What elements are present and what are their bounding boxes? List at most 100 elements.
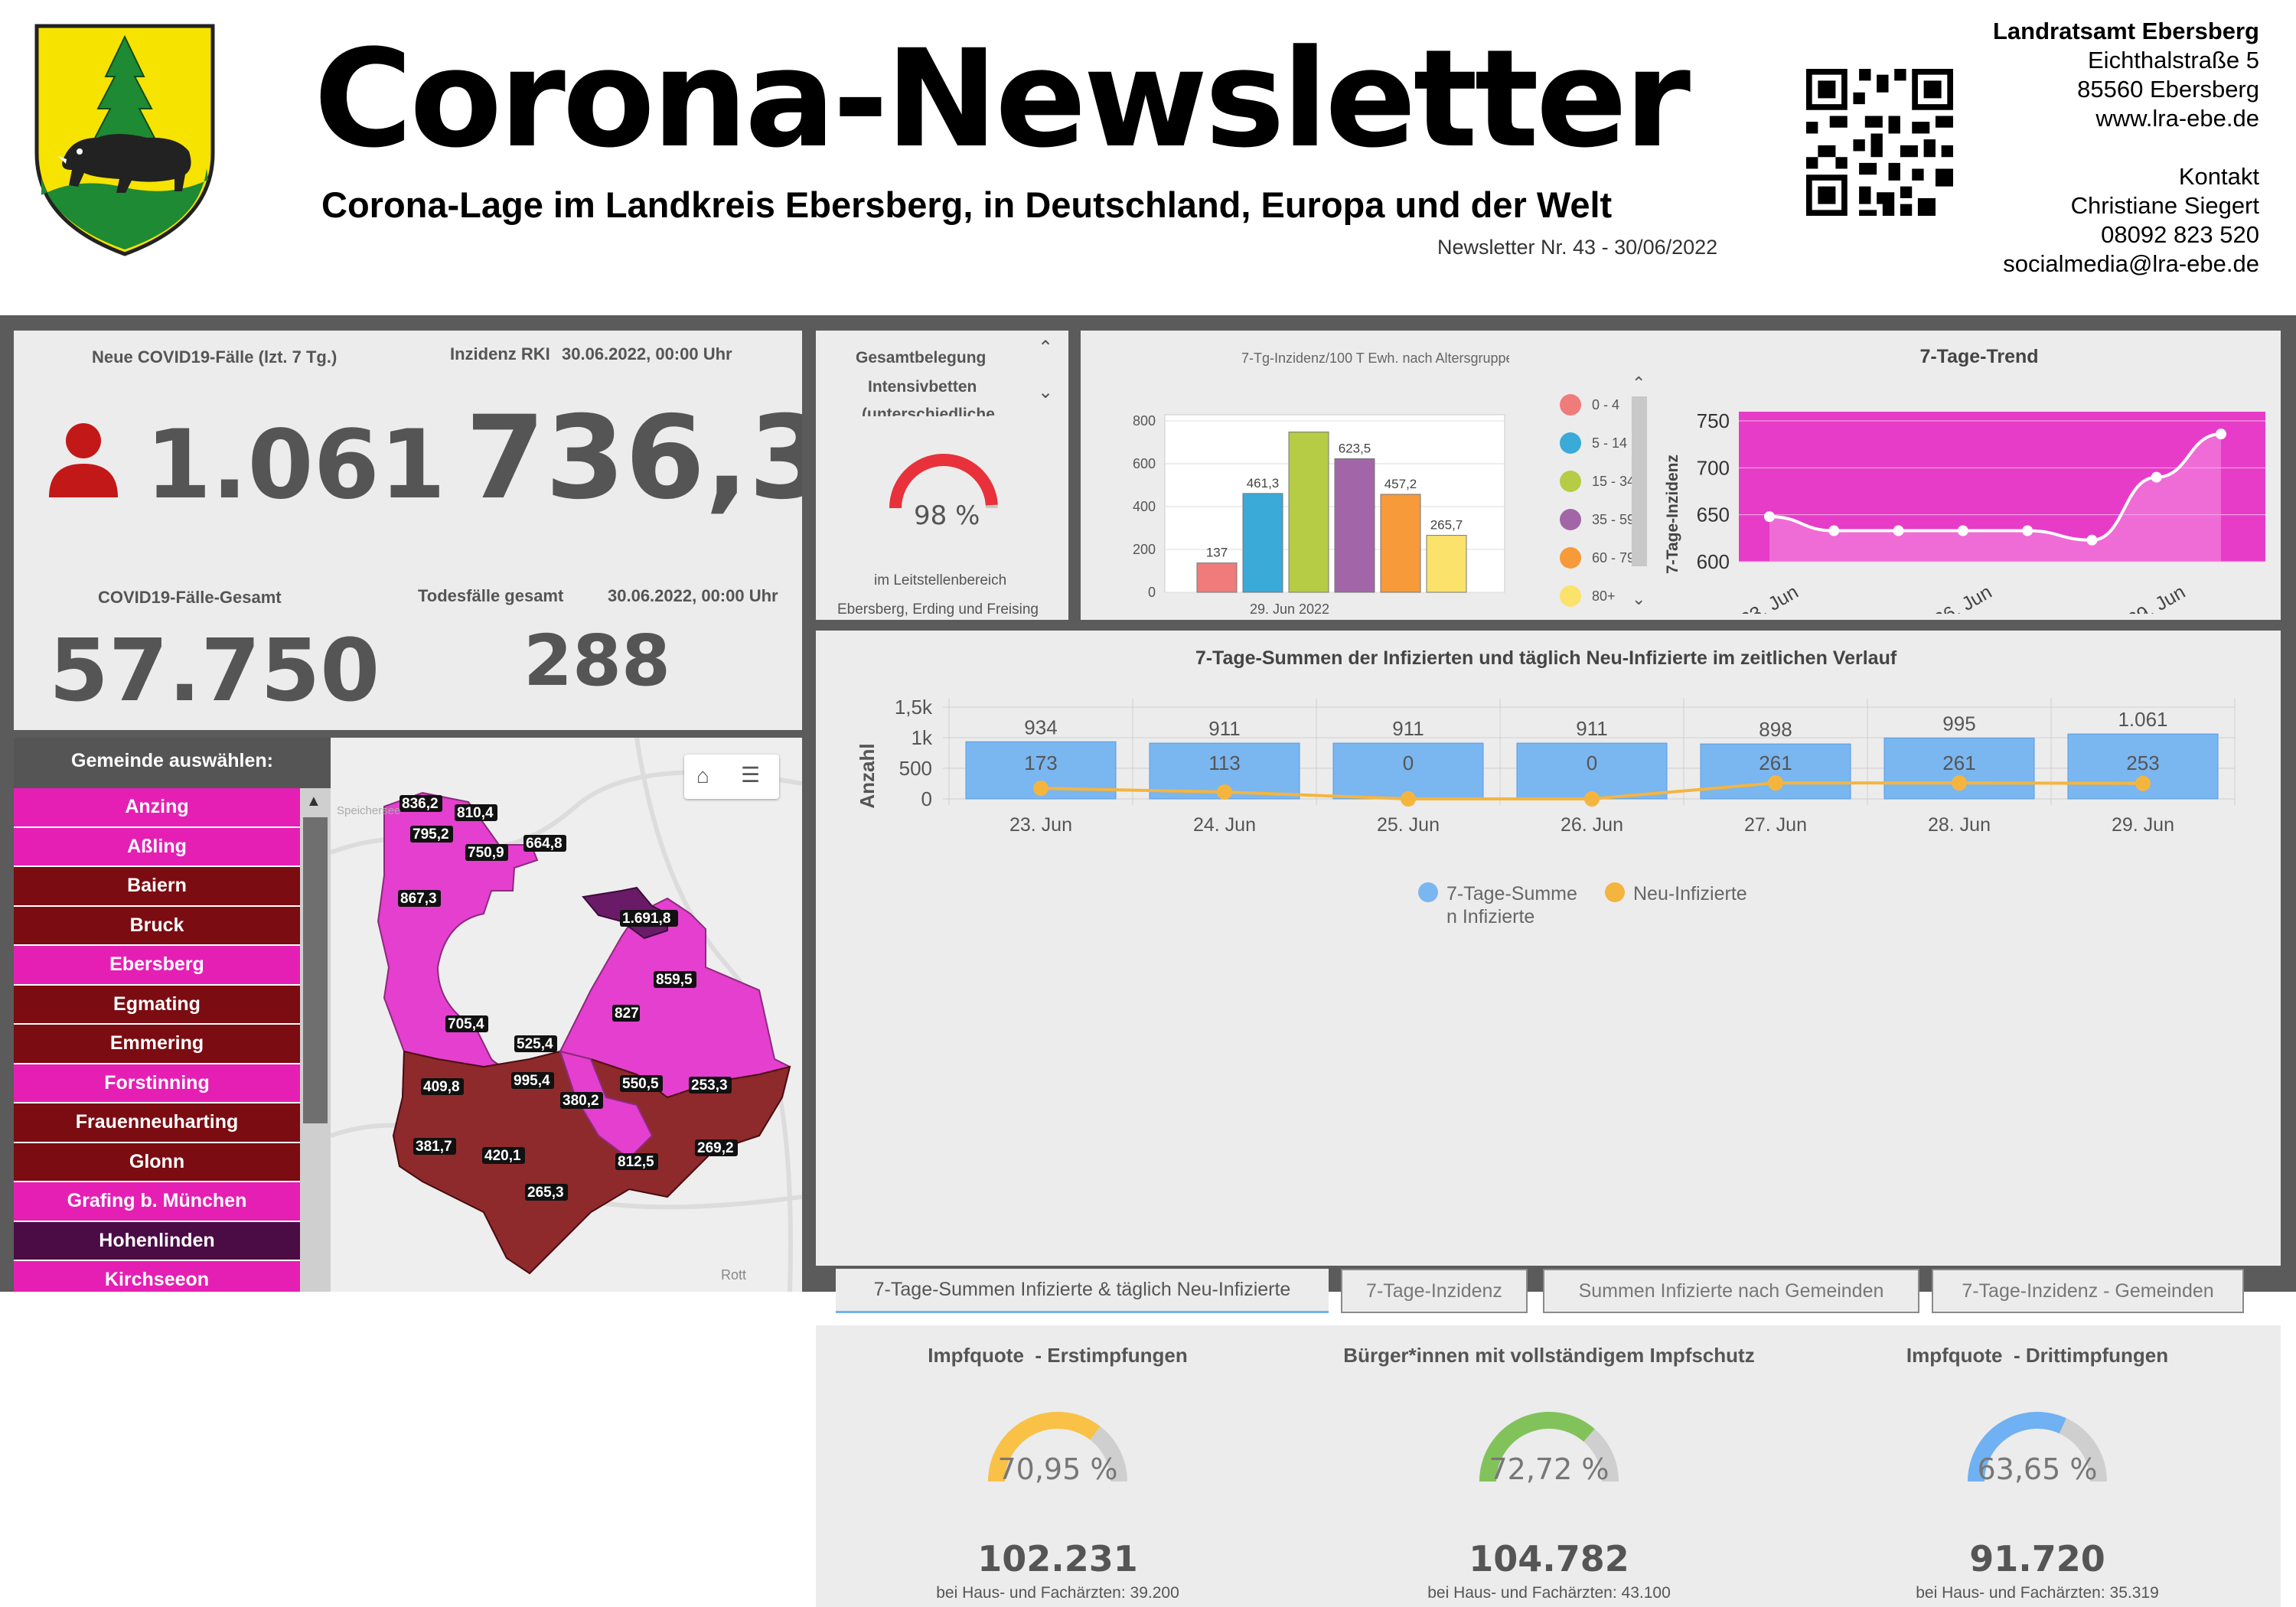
map-canvas[interactable]: 836,2 810,4 664,8 795,2 750,9 1.691,8 867,3 859… xyxy=(331,738,802,1292)
map-label-bg xyxy=(654,971,696,988)
municipality-item[interactable]: Bruck xyxy=(14,906,300,946)
municipality-scroll-up-icon[interactable]: ▲ xyxy=(306,793,321,810)
total-cases-value: 57.750 xyxy=(49,621,380,721)
map-incidence-label: 253,3 xyxy=(691,1077,728,1094)
map-label-bg xyxy=(689,1077,732,1094)
map-label-bg xyxy=(482,1147,525,1164)
map-incidence-label: 664,8 xyxy=(526,836,563,852)
dashboard: Neue COVID19-Fälle (lzt. 7 Tg.) Inzidenz… xyxy=(0,315,2296,1607)
new-infections-label: 0 xyxy=(1403,751,1414,774)
municipality-item[interactable]: Aßling xyxy=(14,827,300,867)
legend-scroll-up-icon[interactable]: ⌃ xyxy=(1632,373,1646,393)
sums-xtick: 24. Jun xyxy=(1193,814,1256,836)
deaths-date: 30.06.2022, 00:00 Uhr xyxy=(608,586,778,605)
trend-ytick: 650 xyxy=(1697,504,1730,526)
map-incidence-label: 525,4 xyxy=(517,1036,553,1052)
trend-point xyxy=(1957,525,1968,536)
municipality-item[interactable]: Egmating xyxy=(14,985,300,1025)
age-ytick: 0 xyxy=(1148,585,1156,600)
map-label-bg xyxy=(465,844,508,861)
legend-7day-sum-line1: 7-Tage-Summe xyxy=(1446,883,1577,905)
trend-ytick: 600 xyxy=(1697,550,1730,573)
qr-code[interactable] xyxy=(1805,69,1955,216)
age-chart-title: 7-Tg-Inzidenz/100 T Ewh. nach Altersgrup… xyxy=(1241,350,1509,366)
new-cases-value: 1.061 xyxy=(145,410,446,520)
icu-scroll-up-icon[interactable]: ⌃ xyxy=(1038,337,1054,358)
municipality-item[interactable]: Grafing b. München xyxy=(14,1182,300,1222)
age-legend-scrollbar[interactable] xyxy=(1632,396,1647,566)
icu-gauge xyxy=(889,454,998,509)
map-incidence-label: 867,3 xyxy=(400,891,437,907)
sums-bar-label: 911 xyxy=(1392,717,1424,740)
legend-scroll-down-icon[interactable]: ⌄ xyxy=(1632,589,1646,608)
municipality-list: Anzing Aßling Baiern Bruck Ebersberg Egmating… xyxy=(14,788,300,1292)
map-incidence-label: 381,7 xyxy=(416,1139,452,1155)
sums-bar xyxy=(1332,742,1484,800)
legend-label: 15 - 34 xyxy=(1592,473,1636,489)
map-incidence-label: 795,2 xyxy=(413,826,449,843)
municipality-item[interactable]: Forstinning xyxy=(14,1064,300,1103)
sums-ytick: 0 xyxy=(921,787,932,810)
sums-bar-label: 1.061 xyxy=(2118,708,2167,731)
age-legend-item: 60 - 79 xyxy=(1560,539,1644,577)
new-infections-point xyxy=(2135,775,2151,791)
new-infections-label: 261 xyxy=(1759,751,1792,774)
map-label-bg xyxy=(514,1035,557,1052)
municipality-item[interactable]: Glonn xyxy=(14,1143,300,1182)
age-bar xyxy=(1288,432,1329,593)
map-label-bg xyxy=(413,1138,456,1155)
age-group-chart: 7-Tg-Inzidenz/100 T Ewh. nach Altersgrup… xyxy=(1133,350,1509,614)
tab-7day-sums[interactable]: 7-Tage-Summen Infizierte & täglich Neu-I… xyxy=(836,1269,1329,1313)
age-bar xyxy=(1242,493,1283,593)
sums-xtick: 23. Jun xyxy=(1009,814,1072,836)
legend-dot xyxy=(1560,471,1581,492)
sums-ytick: 500 xyxy=(899,757,932,780)
icu-scroll-down-icon[interactable]: ⌄ xyxy=(1038,382,1054,403)
issue-number: Newsletter Nr. 43 - 30/06/2022 xyxy=(1437,236,1718,259)
tab-incidence-by-municipality[interactable]: 7-Tage-Inzidenz - Gemeinden xyxy=(1932,1269,2244,1313)
legend-dot xyxy=(1560,432,1581,454)
sums-ytick: 1k xyxy=(912,726,933,749)
contact-email-link[interactable]: socialmedia@lra-ebe.de xyxy=(2003,250,2259,277)
district-map[interactable]: 836,2 810,4 664,8 795,2 750,9 1.691,8 867,3 859… xyxy=(331,738,802,1292)
tab-7day-incidence[interactable]: 7-Tage-Inzidenz xyxy=(1341,1269,1528,1313)
legend-label: 0 - 4 xyxy=(1592,396,1620,412)
map-label-bg xyxy=(612,1005,640,1022)
tab-sums-by-municipality[interactable]: Summen Infizierte nach Gemeinden xyxy=(1543,1269,1919,1313)
age-legend: 0 - 4 5 - 14 15 - 34 35 - 59 60 - 79 80+ xyxy=(1560,386,1644,615)
map-label-bg xyxy=(695,1139,738,1156)
age-bar xyxy=(1334,458,1375,593)
municipality-item[interactable]: Frauenneuharting xyxy=(14,1103,300,1143)
sums-chart-title: 7-Tage-Summen der Infizierten und täglic… xyxy=(1195,647,1897,669)
new-infections-point xyxy=(1584,791,1600,807)
municipality-scroll-thumb[interactable] xyxy=(303,817,328,1123)
contact-phone: 08092 823 520 xyxy=(2101,221,2259,248)
map-incidence-label: 995,4 xyxy=(514,1073,550,1089)
municipality-item[interactable]: Kirchseeon xyxy=(14,1261,300,1292)
trend-point xyxy=(1828,525,1840,536)
municipality-item[interactable]: Anzing xyxy=(14,788,300,828)
sums-xtick: 25. Jun xyxy=(1377,814,1440,836)
sums-ytick: 1,5k xyxy=(895,696,933,719)
map-label-bg xyxy=(620,910,678,927)
municipality-item[interactable]: Baiern xyxy=(14,867,300,907)
list-icon[interactable]: ☰ xyxy=(741,763,761,787)
icu-title-line2: Intensivbetten xyxy=(868,378,977,396)
newsletter-header: Corona-Newsletter Corona-Lage im Landkre… xyxy=(0,0,2296,315)
home-icon[interactable]: ⌂ xyxy=(696,764,709,787)
map-label-bg xyxy=(445,1015,488,1032)
trend-point xyxy=(2086,534,2098,546)
legend-label: 35 - 59 xyxy=(1592,511,1636,527)
municipality-item[interactable]: Hohenlinden xyxy=(14,1221,300,1261)
map-place-speichersee: Speichersee xyxy=(337,804,400,817)
map-label-bg xyxy=(560,1092,603,1109)
map-label-bg xyxy=(615,1153,658,1170)
municipality-item[interactable]: Emmering xyxy=(14,1025,300,1064)
municipality-scrollbar[interactable]: ▲ xyxy=(300,788,331,1292)
age-trend-panel: 7-Tg-Inzidenz/100 T Ewh. nach Altersgrup… xyxy=(1081,331,2281,620)
new-infections-label: 173 xyxy=(1024,751,1057,774)
new-infections-label: 253 xyxy=(2126,751,2159,774)
municipality-item[interactable]: Ebersberg xyxy=(14,946,300,986)
org-website-link[interactable]: www.lra-ebe.de xyxy=(2095,105,2259,132)
map-tools: ⌂ ☰ xyxy=(684,755,779,799)
